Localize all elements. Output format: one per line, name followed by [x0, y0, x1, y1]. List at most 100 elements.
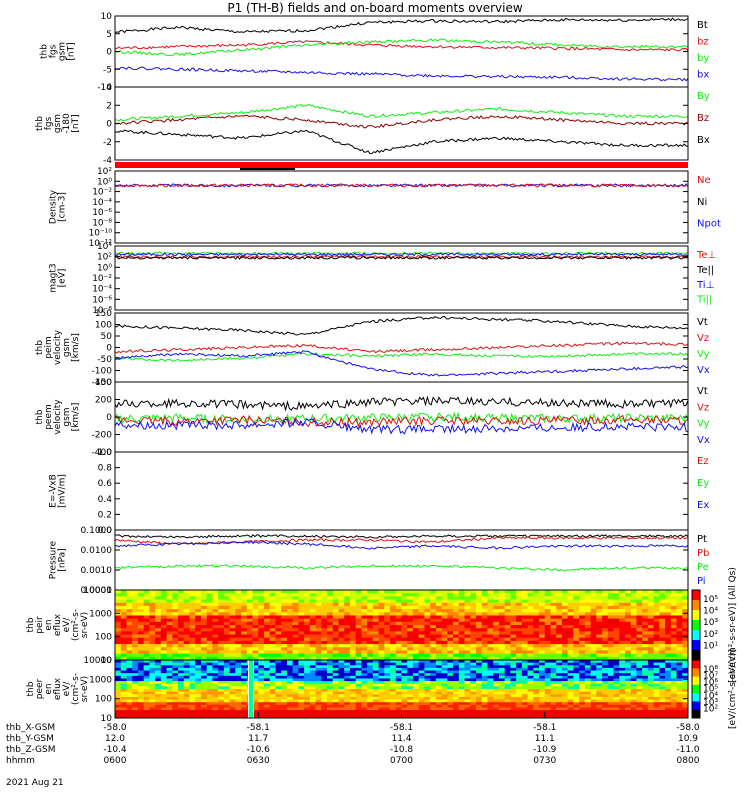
- spectrogram-cell: [384, 640, 391, 645]
- spectrogram-cell: [258, 637, 265, 642]
- spectrogram-cell: [126, 675, 133, 679]
- spectrogram-cell: [172, 596, 179, 601]
- spectrogram-cell: [160, 681, 168, 685]
- spectrogram-cell: [132, 609, 139, 613]
- spectrogram-cell: [183, 650, 190, 655]
- spectrogram-cell: [602, 621, 609, 626]
- spectrogram-cell: [332, 681, 339, 685]
- spectrogram-cell: [636, 621, 643, 626]
- spectrogram-cell: [647, 667, 655, 672]
- spectrogram-cell: [309, 689, 317, 693]
- spectrogram-cell: [344, 618, 351, 623]
- spectrogram-cell: [653, 593, 660, 597]
- spectrogram-cell: [630, 599, 637, 604]
- spectrogram-cell: [435, 593, 443, 597]
- spectrogram-cell: [235, 712, 242, 716]
- spectrogram-cell: [665, 715, 672, 719]
- spectrogram-cell: [624, 694, 632, 698]
- spectrogram-cell: [550, 650, 557, 655]
- spectrogram-cell: [120, 670, 127, 674]
- spectrogram-cell: [470, 640, 477, 645]
- spectrogram-cell: [493, 710, 500, 714]
- spectrogram-cell: [573, 704, 580, 708]
- spectrogram-cell: [395, 683, 402, 687]
- spectrogram-cell: [418, 612, 425, 616]
- spectrogram-cell: [137, 637, 145, 642]
- spectrogram-cell: [642, 683, 649, 687]
- spectrogram-cell: [653, 644, 660, 648]
- spectrogram-cell: [584, 660, 592, 664]
- spectrogram-cell: [613, 628, 620, 632]
- spectrogram-cell: [458, 683, 466, 687]
- spectrogram-cell: [596, 715, 603, 719]
- spectrogram-cell: [453, 618, 460, 623]
- spectrogram-cell: [304, 686, 311, 690]
- spectrogram-cell: [539, 618, 546, 623]
- spectrogram-cell: [195, 625, 202, 629]
- spectrogram-cell: [544, 653, 551, 658]
- spectrogram-cell: [258, 662, 265, 666]
- spectrogram-cell: [602, 625, 609, 629]
- spectrogram-cell: [682, 656, 689, 661]
- spectrogram-cell: [561, 593, 569, 597]
- spectrogram-cell: [573, 612, 580, 616]
- spectrogram-cell: [378, 634, 385, 639]
- ytick-efield: 0.8: [98, 464, 113, 474]
- spectrogram-cell: [659, 596, 666, 601]
- spectrogram-cell: [670, 696, 678, 701]
- spectrogram-cell: [584, 694, 592, 698]
- spectrogram-cell: [504, 644, 511, 648]
- spectrogram-cell: [424, 602, 431, 607]
- spectrogram-cell: [682, 673, 689, 677]
- spectrogram-cell: [286, 615, 294, 620]
- spectrogram-cell: [286, 662, 294, 666]
- spectrogram-cell: [590, 710, 597, 714]
- spectrogram-cell: [258, 644, 265, 648]
- spectrogram-cell: [189, 715, 196, 719]
- spectrogram-cell: [619, 605, 626, 610]
- spectrogram-cell: [344, 683, 351, 687]
- spectrogram-cell: [418, 605, 425, 610]
- legend-temp: Te⊥: [696, 250, 716, 261]
- spectrogram-cell: [424, 715, 431, 719]
- spectrogram-cell: [435, 699, 443, 703]
- spectrogram-cell: [349, 707, 357, 711]
- spectrogram-cell: [372, 599, 380, 604]
- spectrogram-cell: [533, 590, 540, 594]
- spectrogram-cell: [407, 628, 414, 632]
- spectrogram-cell: [235, 707, 242, 711]
- spectrogram-cell: [573, 694, 580, 698]
- ytick-density: 10⁻¹²: [89, 239, 113, 249]
- spectrogram-cell: [630, 691, 637, 695]
- spectrogram-cell: [137, 644, 145, 648]
- spectrogram-cell: [355, 686, 362, 690]
- spectrogram-cell: [378, 707, 385, 711]
- spectrogram-cell: [642, 673, 649, 677]
- spectrogram-cell: [309, 656, 317, 661]
- spectrogram-cell: [367, 599, 374, 604]
- spectrogram-cell: [367, 637, 374, 642]
- spectrogram-cell: [453, 691, 460, 695]
- spectrogram-cell: [510, 702, 517, 706]
- spectrogram-cell: [624, 702, 632, 706]
- spectrogram-cell: [384, 694, 391, 698]
- spectrogram-cell: [212, 599, 219, 604]
- spectrogram-cell: [132, 710, 139, 714]
- spectrogram-cell: [556, 707, 563, 711]
- spectrogram-cell: [183, 605, 190, 610]
- spectrogram-cell: [401, 615, 408, 620]
- spectrogram-cell: [120, 634, 127, 639]
- spectrogram-cell: [521, 621, 529, 626]
- spectrogram-cell: [137, 628, 145, 632]
- spectrogram-cell: [498, 599, 506, 604]
- spectrogram-cell: [355, 628, 362, 632]
- spectrogram-cell: [521, 678, 529, 682]
- spectrogram-cell: [636, 637, 643, 642]
- spectrogram-cell: [200, 681, 208, 685]
- series-fgs-green: [114, 38, 688, 57]
- spectrogram-cell: [441, 644, 448, 648]
- spectrogram-cell: [344, 660, 351, 664]
- spectrogram-cell: [556, 673, 563, 677]
- spectrogram-cell: [178, 656, 185, 661]
